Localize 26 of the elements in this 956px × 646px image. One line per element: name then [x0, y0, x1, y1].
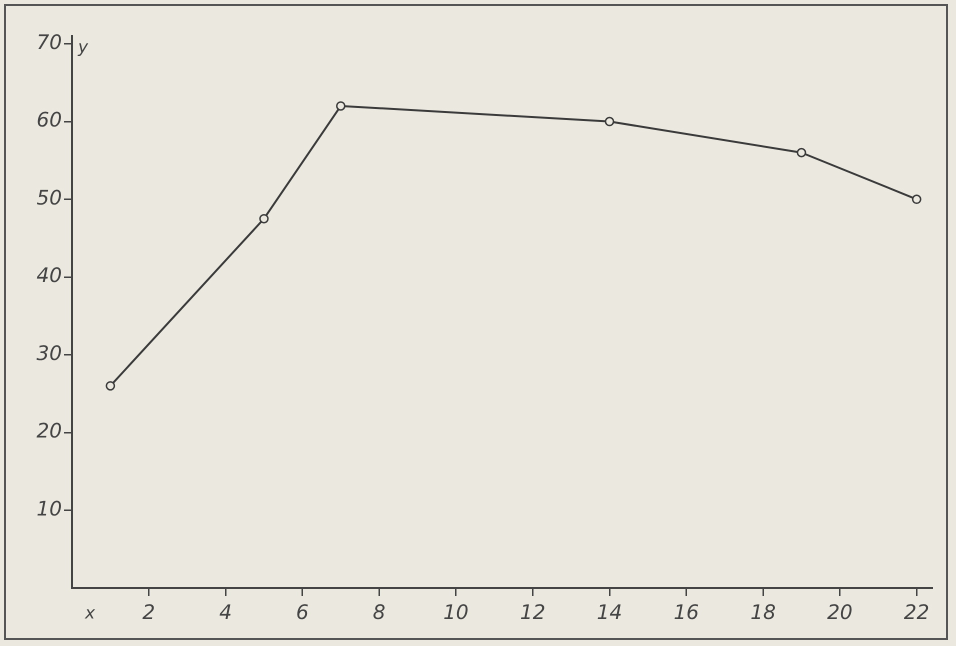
- x-tick-label: 2: [142, 600, 156, 624]
- x-tick-label: 20: [827, 600, 853, 624]
- x-tick-label: 22: [904, 600, 930, 624]
- x-tick-label: 12: [520, 600, 546, 624]
- x-tick-label: 8: [372, 600, 386, 624]
- x-tick-label: 16: [674, 600, 700, 624]
- y-tick-label: 60: [36, 108, 62, 132]
- x-tick-label: 4: [219, 600, 232, 624]
- point: [796, 148, 806, 158]
- y-tick-label: 70: [36, 30, 62, 54]
- point: [106, 381, 116, 391]
- x-axis-title: x: [84, 603, 96, 624]
- point: [336, 101, 346, 111]
- y-tick-label: 50: [36, 185, 62, 210]
- point: [604, 116, 614, 126]
- point: [912, 194, 922, 204]
- x-tick-label: 6: [296, 600, 309, 624]
- y-tick-label: 30: [36, 340, 62, 365]
- y-tick-label: 20: [36, 418, 62, 443]
- point: [259, 214, 269, 224]
- y-axis-title: y: [77, 37, 89, 58]
- x-tick-label: 10: [443, 600, 469, 624]
- y-tick-label: 10: [36, 496, 62, 520]
- x-tick-label: 14: [596, 600, 622, 624]
- y-tick-label: 40: [36, 263, 62, 288]
- x-tick-label: 18: [750, 600, 776, 624]
